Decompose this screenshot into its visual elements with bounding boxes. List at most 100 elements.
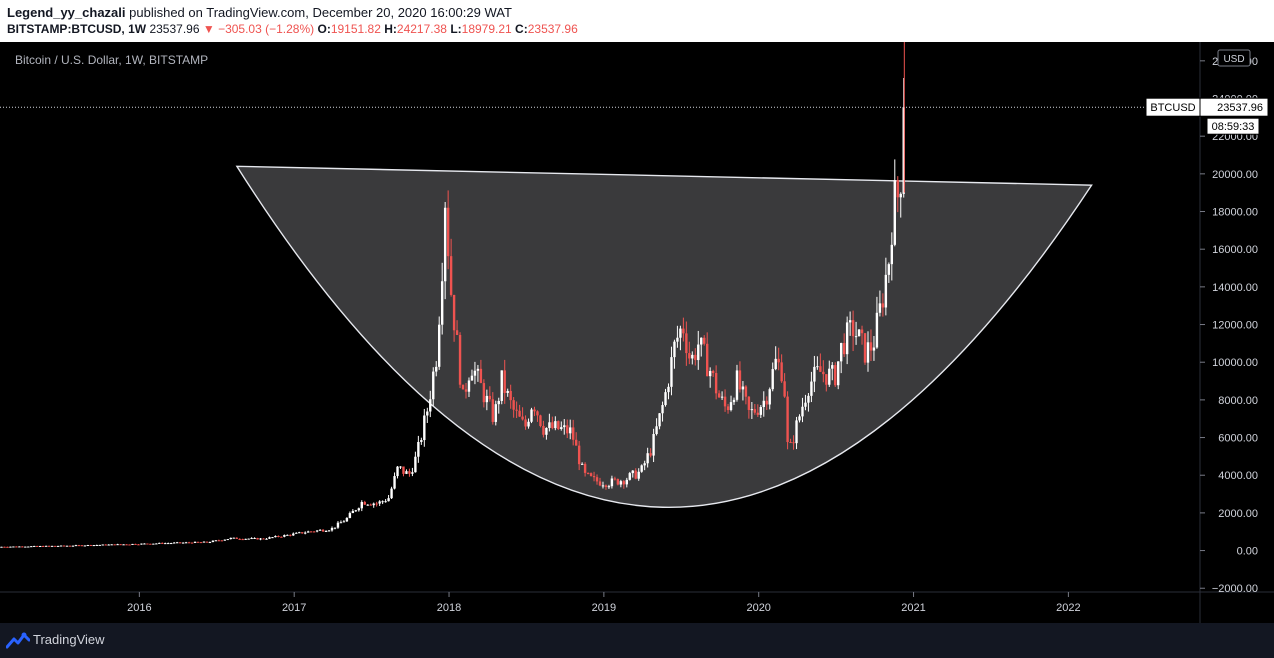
candle-body <box>506 390 509 394</box>
candle-body <box>41 545 45 547</box>
candle-body <box>283 535 286 537</box>
price-chart[interactable]: −2000.00 0.00 2000.00 4000.00 6000.00 8000.00… <box>0 42 1274 623</box>
candle-body <box>134 543 137 545</box>
candle-body <box>524 419 527 427</box>
candle-body <box>655 426 658 435</box>
candle-body <box>789 442 792 444</box>
candle-body <box>190 542 194 544</box>
author-name[interactable]: Legend_yy_chazali <box>7 5 126 20</box>
candle-body <box>816 366 819 368</box>
candle-body <box>24 546 27 548</box>
candle-body <box>774 358 777 370</box>
tradingview-logo-icon[interactable] <box>6 631 30 649</box>
candle-body <box>622 481 626 485</box>
price-change: ▼ −305.03 (−1.28%) <box>202 22 315 36</box>
candle-body <box>38 545 42 547</box>
candle-body <box>83 545 87 547</box>
candle-body <box>878 303 882 313</box>
currency-badge[interactable]: USD <box>1217 49 1251 67</box>
candle-body <box>98 544 101 546</box>
symbol-ohlc-line: BITSTAMP:BTCUSD, 1W 23537.96 ▼ −305.03 (… <box>7 22 578 36</box>
candle-body <box>548 422 551 428</box>
time-axis[interactable]: 2016 2017 2018 2019 2020 2021 2022 <box>127 592 1081 614</box>
candle-body <box>747 396 751 410</box>
candle-body <box>771 369 774 390</box>
candle-body <box>92 545 95 547</box>
tradingview-brand[interactable]: TradingView <box>33 632 105 647</box>
candle-body <box>619 481 623 485</box>
candle-body <box>292 533 295 536</box>
candle-body <box>527 421 530 427</box>
cup-drawing[interactable] <box>235 165 1093 508</box>
candle-body <box>59 545 63 547</box>
candle-body <box>768 389 771 405</box>
candle-body <box>312 531 316 533</box>
candle-body <box>27 546 30 548</box>
candle-body <box>837 361 840 386</box>
candle-body <box>262 538 265 540</box>
candle-body <box>402 466 405 474</box>
candle-body <box>595 477 599 482</box>
candle-body <box>271 537 274 539</box>
candle-body <box>580 463 584 465</box>
candle-body <box>574 439 578 446</box>
price-tick-label: 16000.00 <box>1212 244 1258 256</box>
candle-body <box>521 416 524 420</box>
candle-body <box>497 400 500 405</box>
symbol-label: BITSTAMP:BTCUSD, 1W <box>7 22 147 36</box>
candle-body <box>259 538 262 540</box>
candle-body <box>848 320 852 323</box>
candle-body <box>610 478 614 487</box>
candle-body <box>164 543 167 545</box>
footer-bar: TradingView <box>0 623 1274 658</box>
candle-body <box>268 537 271 539</box>
candle-body <box>119 544 122 546</box>
time-tick-label: 2018 <box>437 602 461 614</box>
candle-body <box>62 545 66 547</box>
candle-body <box>408 471 411 474</box>
candle-body <box>616 479 620 485</box>
candle-body <box>208 542 212 544</box>
candle-body <box>122 544 125 546</box>
candle-body <box>664 392 667 406</box>
candle-body <box>577 445 581 465</box>
price-tick-label: −2000.00 <box>1212 583 1258 595</box>
price-tick-label: 12000.00 <box>1212 320 1258 332</box>
candle-body <box>825 374 828 385</box>
candle-body <box>726 406 730 411</box>
price-axis[interactable]: −2000.00 0.00 2000.00 4000.00 6000.00 8000.00… <box>1200 56 1258 595</box>
candle-body <box>372 503 375 506</box>
candle-body <box>381 501 384 503</box>
candle-body <box>175 542 179 544</box>
candle-body <box>637 471 640 479</box>
candle-body <box>488 395 492 400</box>
candle-body <box>223 539 227 541</box>
candle-body <box>375 503 378 505</box>
candle-body <box>691 354 694 359</box>
candle-body <box>467 380 471 392</box>
candle-body <box>301 532 304 534</box>
candle-body <box>881 303 885 308</box>
candle-body <box>592 476 596 478</box>
candle-body <box>152 543 155 545</box>
candle-body <box>566 425 569 434</box>
candle-body <box>304 532 307 534</box>
candle-body <box>354 510 358 512</box>
candle-body <box>47 545 51 547</box>
candle-body <box>839 343 843 362</box>
candle-body <box>9 546 12 548</box>
candle-body <box>509 390 512 401</box>
candle-body <box>586 472 590 474</box>
chart-area[interactable]: −2000.00 0.00 2000.00 4000.00 6000.00 8000.00… <box>0 42 1274 623</box>
candle-body <box>729 402 733 411</box>
candle-body <box>512 400 515 410</box>
candle-body <box>601 485 605 487</box>
candle-body <box>872 347 876 351</box>
candle-body <box>56 545 60 547</box>
candle-body <box>199 542 203 544</box>
candle-body <box>95 545 98 547</box>
candle-body <box>116 544 119 546</box>
candle-body <box>801 406 804 417</box>
candle-body <box>65 545 69 547</box>
candle-body <box>390 488 393 499</box>
